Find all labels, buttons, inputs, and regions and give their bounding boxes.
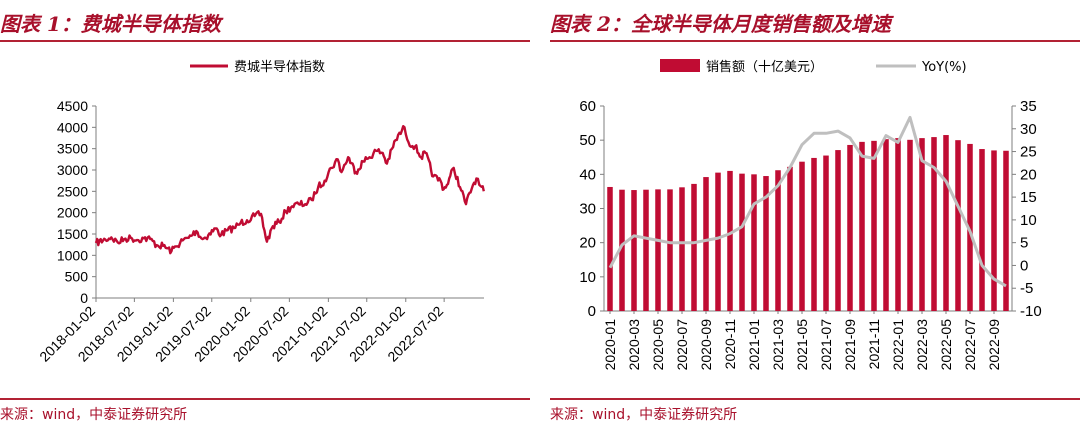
chart2-y-tick-label: 50 bbox=[579, 132, 596, 149]
chart2-bar bbox=[703, 177, 709, 311]
chart2-top-rule bbox=[550, 40, 1080, 42]
chart2-bar bbox=[931, 137, 937, 311]
chart2-bar bbox=[655, 189, 661, 311]
chart2-bar bbox=[967, 143, 973, 311]
chart1-y-tick-label: 4000 bbox=[57, 119, 88, 135]
chart2-bar bbox=[607, 186, 613, 311]
chart2-y-tick-label: 60 bbox=[579, 98, 596, 115]
chart2-y-tick-label: 0 bbox=[588, 303, 596, 320]
chart2-x-tick-label: 2021-03 bbox=[770, 319, 786, 371]
chart2-bar bbox=[919, 138, 925, 311]
chart2-y2-tick-label: 20 bbox=[1020, 166, 1037, 183]
chart2-bar bbox=[991, 150, 997, 311]
chart2-bar bbox=[835, 150, 841, 311]
chart2-x-tick-label: 2022-05 bbox=[938, 319, 954, 371]
chart2-y2-tick-label: 25 bbox=[1020, 144, 1037, 161]
chart2-x-tick-label: 2020-07 bbox=[674, 319, 690, 371]
chart2-bar bbox=[871, 140, 877, 311]
chart2-bar bbox=[955, 140, 961, 311]
chart2-y2-tick-label: 35 bbox=[1020, 98, 1037, 115]
chart2-bar bbox=[799, 161, 805, 311]
chart1-source: 来源：wind，中泰证券研究所 bbox=[0, 407, 188, 423]
chart2-x-tick-label: 2021-05 bbox=[794, 319, 810, 371]
chart2-x-tick-label: 2022-01 bbox=[890, 319, 906, 371]
chart2-x-tick-label: 2020-09 bbox=[698, 319, 714, 371]
chart2-bar bbox=[691, 183, 697, 311]
chart2-bar bbox=[775, 170, 781, 311]
chart2-bar bbox=[811, 157, 817, 311]
chart2-x-tick-label: 2021-01 bbox=[746, 319, 762, 371]
chart2-x-tick-label: 2021-09 bbox=[842, 319, 858, 371]
chart2-y-tick-label: 20 bbox=[579, 235, 596, 252]
chart1-bottom-rule bbox=[0, 398, 530, 400]
chart2-bar bbox=[895, 138, 901, 311]
chart2-y2-tick-label: -10 bbox=[1020, 303, 1042, 320]
chart2-y2-tick-label: 30 bbox=[1020, 121, 1037, 138]
chart1-svg: 费城半导体指数 0 500 1000 1500 2000 2500 3000 3500 4000 4… bbox=[36, 60, 485, 365]
chart2-y2-tick-label: 5 bbox=[1020, 235, 1028, 252]
chart2-y2-tick-label: 0 bbox=[1020, 257, 1028, 274]
chart2-x-tick-label: 2022-03 bbox=[914, 319, 930, 371]
chart1-y-tick-label: 2500 bbox=[57, 183, 88, 199]
chart2-x-tick-label: 2021-07 bbox=[818, 319, 834, 371]
chart2-legend-line-label: YoY(%) bbox=[921, 60, 967, 75]
chart1-y-tick-label: 4500 bbox=[57, 98, 88, 114]
chart2-bar bbox=[883, 139, 889, 311]
chart2-bar bbox=[979, 149, 985, 311]
chart2-bar bbox=[679, 187, 685, 311]
chart2-x-tick-label: 2020-03 bbox=[626, 319, 642, 371]
chart1-y-tick-label: 1000 bbox=[57, 247, 88, 263]
chart1-y-tick-label: 1500 bbox=[57, 226, 88, 242]
chart2-legend-bar-swatch bbox=[660, 59, 700, 72]
chart2-bar bbox=[763, 176, 769, 311]
chart2-y2-tick-label: 10 bbox=[1020, 212, 1037, 229]
chart1-title: 图表 1：费城半导体指数 bbox=[0, 12, 221, 36]
chart2-bar bbox=[727, 170, 733, 311]
chart2-bottom-rule bbox=[550, 398, 1080, 400]
chart2-source: 来源：wind，中泰证券研究所 bbox=[550, 407, 738, 423]
chart2-bar bbox=[739, 173, 745, 311]
chart2-title: 图表 2：全球半导体月度销售额及增速 bbox=[550, 12, 891, 36]
chart2-bar bbox=[1003, 150, 1009, 311]
chart2-bar bbox=[823, 155, 829, 311]
chart2-bar bbox=[787, 166, 793, 311]
chart2-y-tick-label: 30 bbox=[579, 201, 596, 218]
chart2-yoy-line bbox=[608, 115, 1007, 288]
chart2-bar bbox=[715, 172, 721, 311]
chart2-x-tick-label: 2020-01 bbox=[602, 319, 618, 371]
chart2-x-tick-label: 2021-11 bbox=[866, 319, 882, 370]
chart1-y-tick-label: 2000 bbox=[57, 205, 88, 221]
chart1-series-line bbox=[94, 125, 485, 255]
chart2-bar bbox=[943, 135, 949, 311]
chart2-bar bbox=[859, 141, 865, 311]
chart1-y-tick-label: 500 bbox=[65, 269, 89, 285]
chart2-x-tick-label: 2020-05 bbox=[650, 319, 666, 371]
right-chart-panel: 图表 2：全球半导体月度销售额及增速 销售额（十亿美元） YoY(%) 0 10 20 3… bbox=[550, 0, 1080, 435]
chart2-bar bbox=[907, 139, 913, 311]
chart2-bar bbox=[643, 189, 649, 311]
chart2-x-tick-label: 2020-11 bbox=[722, 319, 738, 370]
chart2-y2-tick-label: -5 bbox=[1020, 280, 1033, 297]
chart2-bar bbox=[847, 144, 853, 311]
chart2-y2-tick-label: 15 bbox=[1020, 189, 1037, 206]
chart1-top-rule bbox=[0, 40, 530, 42]
chart1-legend-label: 费城半导体指数 bbox=[234, 60, 325, 75]
chart2-bar bbox=[631, 190, 637, 311]
chart1-y-tick-label: 3500 bbox=[57, 141, 88, 157]
chart2-y-tick-label: 10 bbox=[579, 269, 596, 286]
chart2-y-tick-label: 40 bbox=[579, 166, 596, 183]
chart2-svg: 销售额（十亿美元） YoY(%) 0 10 20 30 40 50 60 -10 -5 0 5 10 15 2… bbox=[579, 59, 1042, 371]
chart2-bar bbox=[751, 174, 757, 311]
chart1-y-tick-label: 3000 bbox=[57, 162, 88, 178]
chart1-y-tick-label: 0 bbox=[80, 290, 88, 306]
chart2-bar bbox=[619, 189, 625, 311]
chart2-bar bbox=[667, 189, 673, 311]
chart2-legend-bar-label: 销售额（十亿美元） bbox=[706, 59, 823, 75]
chart2-x-tick-label: 2022-09 bbox=[986, 319, 1002, 371]
chart2-x-tick-label: 2022-07 bbox=[962, 319, 978, 371]
left-chart-panel: 图表 1：费城半导体指数 费城半导体指数 0 500 1000 1500 2000 2500… bbox=[0, 0, 530, 435]
